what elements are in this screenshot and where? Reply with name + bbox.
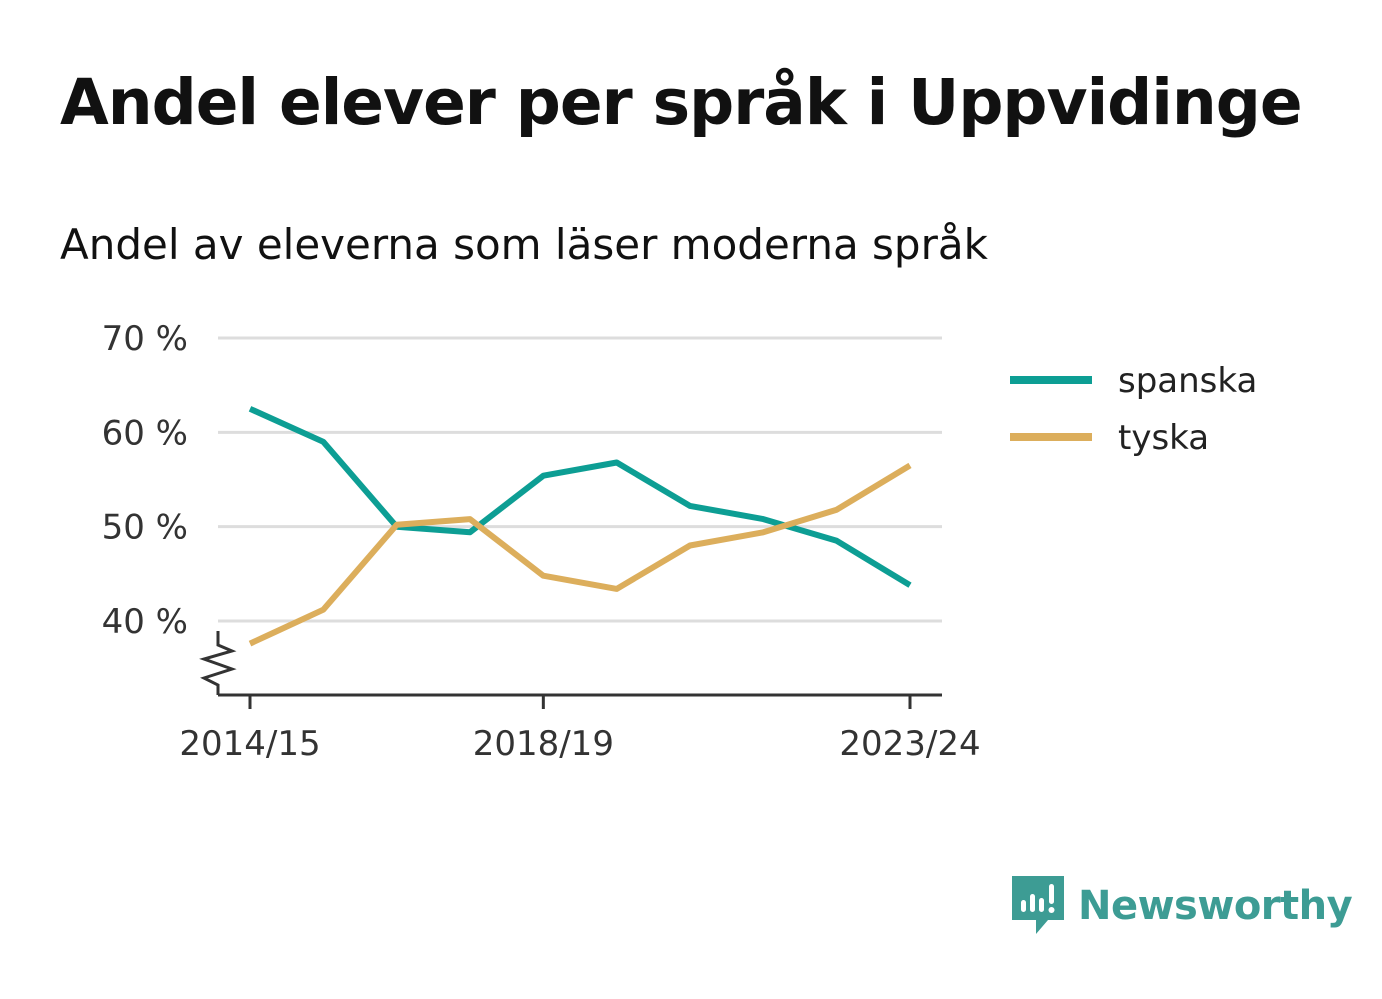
- gridlines: [218, 336, 942, 623]
- y-tick-label: 40 %: [102, 602, 188, 642]
- legend-label-spanska: spanska: [1118, 361, 1257, 401]
- chart-subtitle: Andel av eleverna som läser moderna språ…: [60, 220, 988, 269]
- y-tick-label: 60 %: [102, 413, 188, 453]
- x-tick-label: 2023/24: [839, 724, 980, 764]
- x-tick-label: 2018/19: [473, 724, 614, 764]
- legend-label-tyska: tyska: [1118, 418, 1209, 458]
- chart-title: Andel elever per språk i Uppvidinge: [60, 66, 1303, 139]
- series-line-tyska: [248, 462, 912, 647]
- y-tick-label: 70 %: [102, 319, 188, 359]
- series-line-spanska: [248, 406, 912, 588]
- brand-name: Newsworthy: [1078, 883, 1353, 929]
- legend: spanska tyska: [1010, 361, 1257, 458]
- y-axis-break: [199, 631, 237, 695]
- y-tick-label: 50 %: [102, 508, 188, 548]
- series-lines: [248, 406, 912, 647]
- brand-logo: Newsworthy: [1012, 876, 1353, 936]
- x-tick-label: 2014/15: [179, 724, 320, 764]
- axes: 40 % 50 % 60 % 70 % 2014/15 2018/19 2023/24: [102, 319, 981, 764]
- newsworthy-logo-icon: [1012, 876, 1064, 934]
